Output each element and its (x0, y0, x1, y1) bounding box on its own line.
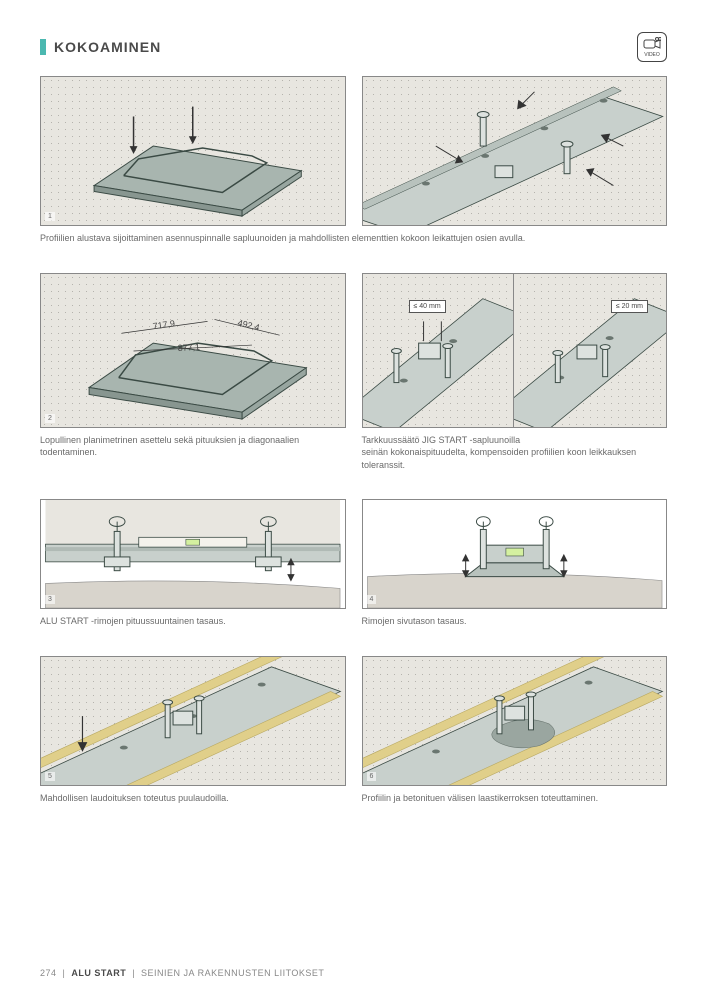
panel-4-left: 5 (40, 656, 346, 786)
caption-row4-left: Mahdollisen laudoituksen toteutus puulau… (40, 792, 346, 805)
panel-2-right: ≤ 40 mm ≤ 20 mm (362, 273, 668, 428)
caption-row3-left: ALU START -rimojen pituussuuntainen tasa… (40, 615, 346, 628)
caption-row2-right-line1: Tarkkuussäätö JIG START -sapluunoilla (362, 435, 521, 445)
footer-page: 274 (40, 968, 57, 978)
diagram-2-right-b (514, 274, 666, 427)
caption-row2-right: Tarkkuussäätö JIG START -sapluunoilla se… (362, 434, 668, 472)
video-icon[interactable]: VIDEO (637, 32, 667, 62)
camera-icon (643, 37, 661, 51)
panel-1-left: 1 (40, 76, 346, 226)
panel-num-5: 5 (45, 772, 55, 781)
dim-3: 877,1 (178, 341, 201, 352)
panel-num-2: 2 (45, 414, 55, 423)
row-2: 717,9 492,4 877,1 2 Lopullinen planimetr… (40, 273, 667, 472)
video-label: VIDEO (644, 52, 660, 58)
caption-row2-left: Lopullinen planimetrinen asettelu sekä p… (40, 434, 346, 459)
content-grid: 1 (40, 76, 667, 805)
tolerance-label-a: ≤ 40 mm (409, 300, 446, 313)
panel-2-left: 717,9 492,4 877,1 2 (40, 273, 346, 428)
panel-1-right (362, 76, 668, 226)
footer-section: SEINIEN JA RAKENNUSTEN LIITOKSET (141, 968, 324, 978)
diagram-1-right (363, 77, 667, 225)
panel-num-1: 1 (45, 212, 55, 221)
panel-num-6: 6 (367, 772, 377, 781)
title-wrap: KOKOAMINEN (40, 39, 161, 55)
panel-num-3: 3 (45, 595, 55, 604)
row-4: 5 Mahdollisen laudoituksen toteutus puul… (40, 656, 667, 805)
caption-row1: Profiilien alustava sijoittaminen asennu… (40, 232, 667, 245)
diagram-3-right (363, 500, 667, 608)
panel-num-4: 4 (367, 595, 377, 604)
page-footer: 274 | ALU START | SEINIEN JA RAKENNUSTEN… (40, 968, 324, 978)
panel-3-right: 4 (362, 499, 668, 609)
caption-row2-right-line2: seinän kokonaispituudelta, kompensoiden … (362, 447, 637, 470)
row-3: 3 ALU START -rimojen pituussuuntainen ta… (40, 499, 667, 628)
diagram-2-right-a (363, 274, 515, 427)
page-title: KOKOAMINEN (54, 39, 161, 55)
diagram-4-left (41, 657, 345, 785)
diagram-2-left: 717,9 492,4 877,1 (41, 274, 345, 427)
diagram-4-right (363, 657, 667, 785)
diagram-1-left (41, 77, 345, 225)
diagram-3-left (41, 500, 345, 608)
accent-bar (40, 39, 46, 55)
panel-4-right: 6 (362, 656, 668, 786)
caption-row3-right: Rimojen sivutason tasaus. (362, 615, 668, 628)
panel-3-left: 3 (40, 499, 346, 609)
caption-row4-right: Profiilin ja betonituen välisen laastike… (362, 792, 668, 805)
footer-product: ALU START (71, 968, 126, 978)
dim-2: 492,4 (237, 317, 261, 332)
dim-1: 717,9 (152, 318, 175, 331)
tolerance-label-b: ≤ 20 mm (611, 300, 648, 313)
row-1: 1 (40, 76, 667, 245)
page-header: KOKOAMINEN VIDEO (40, 32, 667, 62)
